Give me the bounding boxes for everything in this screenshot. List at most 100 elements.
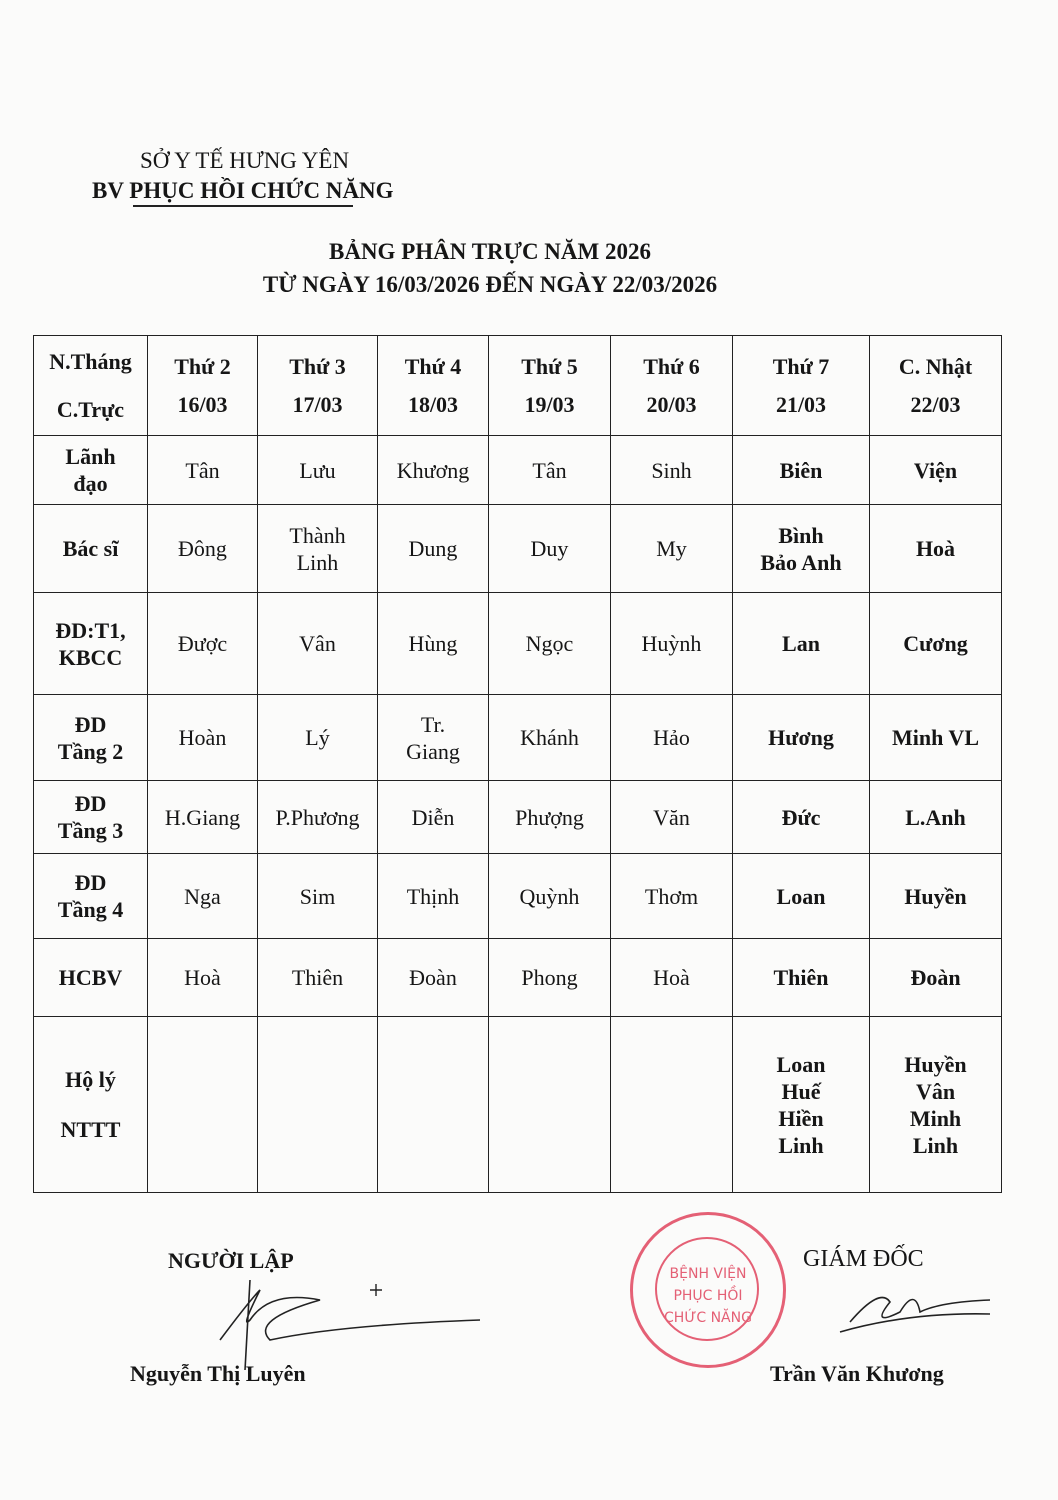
cell-text: Duy — [530, 536, 569, 561]
table-row: ĐD Tầng 2 Hoàn Lý Tr. Giang Khánh Hảo Hương Minh … — [33, 694, 1002, 781]
duty-cell: Hoàn — [147, 694, 258, 781]
hospital-name: BV PHỤC HỒI CHỨC NĂNG — [92, 178, 394, 203]
duty-cell: Đông — [147, 504, 258, 593]
row-label: ĐD:T1, KBCC — [33, 592, 148, 695]
duty-cell: Đoàn — [377, 938, 489, 1017]
cell-text: ĐD — [74, 791, 107, 816]
cell-text: Ngọc — [525, 631, 574, 656]
duty-cell: P.Phương — [257, 780, 378, 854]
duty-cell: Loan — [732, 853, 870, 939]
duty-cell: Thiên — [732, 938, 870, 1017]
cell-text: Tân — [532, 457, 567, 483]
duty-cell: Biên — [732, 435, 870, 505]
duty-cell: Khánh — [488, 694, 611, 781]
cell-text: Viện — [913, 457, 958, 483]
duty-cell — [610, 1016, 733, 1193]
table-row: Hộ lý NTTT Loan Huế Hiền Linh Huyền Vân Minh Linh — [33, 1016, 1002, 1193]
duty-cell: Huỳnh — [610, 592, 733, 695]
column-day: Thứ 3 — [289, 353, 346, 379]
cell-text: Sinh — [651, 457, 692, 483]
cell-text: đạo — [73, 471, 108, 496]
row-label: HCBV — [33, 938, 148, 1017]
duty-cell: Lưu — [257, 435, 378, 505]
director-title: GIÁM ĐỐC — [803, 1246, 924, 1272]
cell-text: Hương — [768, 725, 834, 750]
cell-text: Dung — [408, 536, 458, 561]
column-header: Thứ 6 20/03 — [610, 335, 733, 436]
column-header: Thứ 2 16/03 — [147, 335, 258, 436]
cell-text: Vân — [915, 1078, 956, 1104]
duty-cell: Minh VL — [869, 694, 1002, 781]
cell-text: Linh — [912, 1132, 959, 1158]
cell-text: Bảo Anh — [760, 549, 842, 575]
duty-cell: Tân — [488, 435, 611, 505]
cell-text: Huỳnh — [641, 631, 702, 656]
cell-text: Thiên — [291, 965, 344, 990]
cell-text: Linh — [778, 1132, 824, 1158]
duty-cell: Thịnh — [377, 853, 489, 939]
cell-text: Lưu — [299, 457, 336, 483]
duty-cell: Được — [147, 592, 258, 695]
table-row: Bác sĩ Đông Thành Linh Dung Duy My Bình Bảo Anh H… — [33, 504, 1002, 593]
cell-text: KBCC — [58, 644, 123, 670]
duty-cell: Phượng — [488, 780, 611, 854]
duty-cell: Quỳnh — [488, 853, 611, 939]
column-day: Thứ 5 — [521, 353, 578, 379]
document-subtitle: TỪ NGÀY 16/03/2026 ĐẾN NGÀY 22/03/2026 — [262, 272, 718, 297]
cell-text: Biên — [779, 457, 823, 483]
column-date: 21/03 — [775, 391, 827, 417]
cell-text: Hiền — [778, 1105, 824, 1131]
stamp-text: BỆNH VIỆN — [669, 1266, 747, 1282]
cell-text: Khương — [396, 457, 470, 483]
duty-cell: Diễn — [377, 780, 489, 854]
preparer-name: Nguyễn Thị Luyên — [130, 1361, 306, 1386]
cell-text: Phong — [521, 965, 578, 990]
cell-text: P.Phương — [275, 804, 360, 830]
cell-text: Quỳnh — [519, 883, 580, 909]
cell-text: Cương — [903, 631, 968, 656]
cell-text: Tân — [185, 457, 220, 483]
duty-cell: Huyền — [869, 853, 1002, 939]
cell-text: Tầng 2 — [57, 738, 124, 764]
cell-text: Bác sĩ — [62, 536, 119, 561]
duty-cell: Đức — [732, 780, 870, 854]
cell-text: Văn — [653, 804, 690, 830]
cell-text: Tầng 4 — [57, 897, 124, 922]
column-date: 19/03 — [524, 391, 575, 417]
cell-text: Đoàn — [409, 965, 457, 990]
column-day: Thứ 4 — [404, 353, 462, 379]
duty-cell: Hương — [732, 694, 870, 781]
duty-cell: Cương — [869, 592, 1002, 695]
cell-text: Vân — [299, 631, 336, 656]
column-date: 20/03 — [646, 391, 697, 417]
cell-text: ĐD — [74, 870, 107, 895]
duty-cell: Lan — [732, 592, 870, 695]
row-label: Lãnh đạo — [33, 435, 148, 505]
cell-text: Đoàn — [910, 965, 961, 990]
cell-text: NTTT — [60, 1116, 121, 1142]
cell-text: N.Tháng — [49, 348, 132, 374]
cell-text: Được — [177, 631, 228, 656]
duty-cell: Viện — [869, 435, 1002, 505]
duty-cell: Hoà — [610, 938, 733, 1017]
table-row: ĐD Tầng 3 H.Giang P.Phương Diễn Phượng Văn Đức L… — [33, 780, 1002, 854]
cell-text: Tầng 3 — [57, 818, 124, 843]
duty-cell: Lý — [257, 694, 378, 781]
column-date: 17/03 — [292, 391, 343, 417]
duty-cell: Sinh — [610, 435, 733, 505]
table-row: ĐD Tầng 4 Nga Sim Thịnh Quỳnh Thơm Loan Huyền — [33, 853, 1002, 939]
row-label: Hộ lý NTTT — [33, 1016, 148, 1193]
cell-text: Khánh — [520, 725, 579, 750]
cell-text: Thành — [289, 522, 346, 548]
cell-text: H.Giang — [164, 804, 241, 830]
duty-cell: Hảo — [610, 694, 733, 781]
duty-cell: My — [610, 504, 733, 593]
cell-text: My — [656, 536, 687, 561]
cell-text: Huế — [781, 1078, 821, 1104]
cell-text: Hoà — [184, 965, 221, 990]
cell-text: C.Trực — [56, 396, 125, 422]
row-label: ĐD Tầng 2 — [33, 694, 148, 781]
column-header: Thứ 7 21/03 — [732, 335, 870, 436]
cell-text: Hảo — [653, 725, 690, 750]
cell-text: ĐD — [74, 711, 107, 737]
